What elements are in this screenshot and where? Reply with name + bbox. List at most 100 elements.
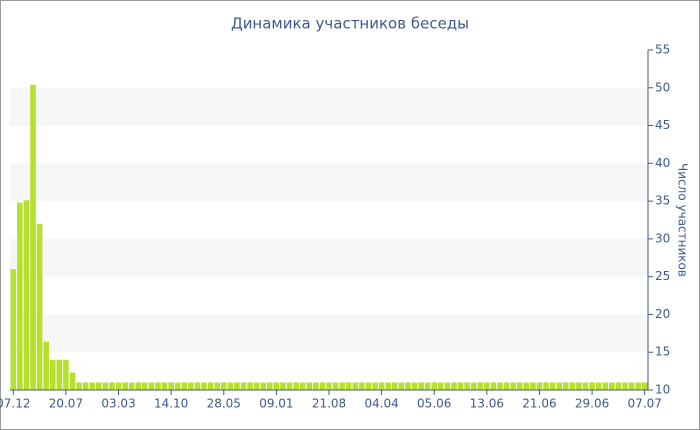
bar — [451, 382, 457, 390]
bar — [247, 382, 253, 390]
bar — [214, 382, 220, 390]
bar — [418, 382, 424, 390]
bar — [220, 382, 227, 390]
bar — [161, 382, 168, 390]
y-tick-label: 30 — [655, 231, 670, 245]
bar — [359, 382, 365, 390]
bar — [306, 382, 313, 390]
y-tick-label: 40 — [655, 156, 670, 170]
bar — [102, 382, 109, 390]
y-tick-label: 50 — [655, 80, 670, 94]
bar — [339, 382, 345, 390]
bar — [543, 382, 549, 390]
y-tick-label: 25 — [655, 269, 670, 283]
bar — [536, 382, 543, 390]
bar — [523, 382, 530, 390]
bar — [273, 382, 280, 390]
grid-band — [10, 87, 648, 126]
bar — [372, 382, 378, 390]
bar — [299, 382, 306, 390]
bar — [194, 382, 201, 390]
bar — [510, 382, 516, 390]
bar — [365, 382, 372, 390]
bar — [622, 382, 628, 390]
bar — [240, 382, 247, 390]
bar — [234, 382, 240, 390]
x-tick-label: 20.07 — [49, 397, 83, 411]
bar — [431, 382, 438, 390]
bar — [313, 382, 319, 390]
bar — [438, 382, 444, 390]
bar — [641, 382, 648, 390]
bar — [49, 359, 56, 390]
bar — [556, 382, 562, 390]
x-tick-label: 29.06 — [575, 397, 609, 411]
bar — [135, 382, 142, 390]
bar — [122, 382, 128, 390]
bar — [253, 382, 260, 390]
bar — [470, 382, 477, 390]
bar — [352, 382, 359, 390]
bar — [345, 382, 352, 390]
bar — [286, 382, 293, 390]
bar — [576, 382, 582, 390]
bar — [36, 223, 43, 390]
bar — [319, 382, 326, 390]
bar — [484, 382, 490, 390]
y-tick-label: 35 — [655, 194, 670, 208]
bar — [602, 382, 609, 390]
x-tick-label: 21.06 — [522, 397, 556, 411]
bar — [17, 202, 23, 390]
bar — [635, 382, 641, 390]
bar — [549, 382, 556, 390]
x-tick-label: 03.03 — [101, 397, 135, 411]
bar — [76, 382, 82, 390]
bar — [188, 382, 194, 390]
y-axis-label: Число участников — [676, 163, 690, 277]
bar — [82, 382, 89, 390]
bar — [174, 382, 181, 390]
bar — [128, 382, 135, 390]
bar — [23, 200, 30, 390]
bar — [628, 382, 635, 390]
bar — [10, 269, 17, 390]
bar — [181, 382, 188, 390]
bar — [424, 382, 431, 390]
bar — [530, 382, 536, 390]
y-tick-label: 10 — [655, 383, 670, 397]
x-tick-label: 04.04 — [364, 397, 398, 411]
bar — [391, 382, 398, 390]
bar — [207, 382, 214, 390]
bar — [142, 382, 148, 390]
bar — [280, 382, 286, 390]
bar — [497, 382, 503, 390]
y-tick-label: 20 — [655, 307, 670, 321]
bar — [267, 382, 273, 390]
bar — [56, 359, 63, 390]
y-tick-label: 45 — [655, 118, 670, 132]
bar — [503, 382, 510, 390]
bar — [63, 359, 69, 390]
bar — [96, 382, 102, 390]
x-tick-label: 13.06 — [470, 397, 504, 411]
x-tick-label: 21.08 — [312, 397, 346, 411]
bar — [69, 372, 76, 390]
bar — [569, 382, 576, 390]
bar — [378, 382, 385, 390]
y-tick-label: 55 — [655, 43, 670, 57]
x-tick-label: 05.06 — [417, 397, 451, 411]
bar — [326, 382, 332, 390]
bar — [457, 382, 464, 390]
grid-band — [10, 163, 648, 202]
bar — [385, 382, 391, 390]
bar — [444, 382, 451, 390]
bar — [464, 382, 470, 390]
bar — [201, 382, 207, 390]
bar — [260, 382, 267, 390]
bar — [582, 382, 589, 390]
bar — [615, 382, 622, 390]
bar — [115, 382, 122, 390]
y-tick-label: 15 — [655, 345, 670, 359]
